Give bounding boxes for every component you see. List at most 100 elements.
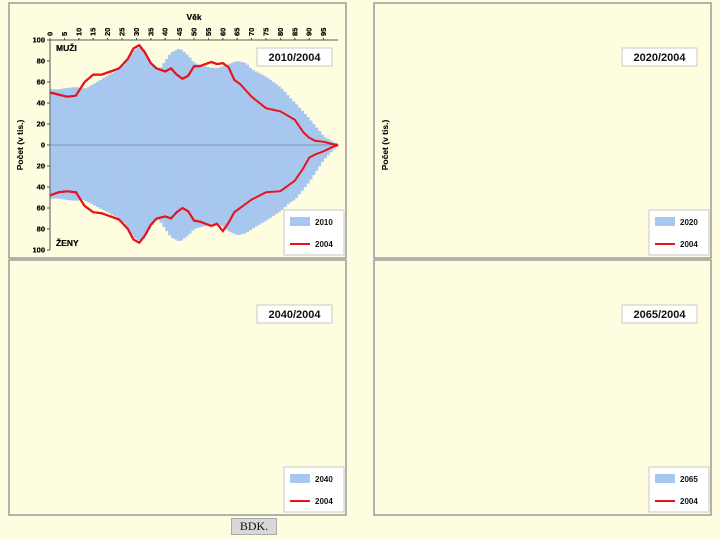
age-bar	[194, 85, 198, 203]
legend: 2040 2004	[283, 466, 345, 513]
y-tick-label: 20	[37, 120, 45, 129]
x-tick-label: 0	[46, 32, 55, 36]
y-tick-label: 100	[32, 36, 45, 45]
x-tick-label: 30	[132, 28, 141, 36]
x-tick-label: 20	[103, 28, 112, 36]
y-tick-label: 60	[37, 78, 45, 87]
legend-swatch-2020	[655, 217, 675, 226]
age-bar	[320, 134, 324, 162]
x-tick-label: 50	[190, 28, 199, 36]
y-axis-title: Počet (v tis.)	[15, 120, 25, 171]
age-bar	[113, 90, 117, 197]
x-tick-label: 0	[46, 32, 55, 36]
age-bar	[214, 84, 218, 205]
y-tick-label: 100	[32, 246, 45, 255]
x-tick-label: 55	[204, 28, 213, 36]
women-label: ŽENY	[56, 237, 79, 248]
age-bar	[191, 85, 195, 203]
x-tick-label: 40	[161, 28, 170, 36]
age-bar	[312, 124, 316, 176]
panel-title: 2040/2004	[256, 304, 333, 324]
x-axis-title: Věk	[186, 12, 201, 22]
x-tick-label: 75	[262, 28, 271, 36]
line-2004-women	[49, 144, 339, 244]
y-tick-label: 40	[37, 183, 45, 192]
women-label: ŽENY	[56, 237, 79, 248]
y-tick-label: 100	[32, 246, 45, 255]
women-label: ŽENY	[56, 237, 79, 248]
legend-box	[283, 466, 345, 513]
age-bar	[142, 88, 146, 200]
x-tick-label: 65	[233, 28, 242, 36]
y-tick-label: 60	[37, 78, 45, 87]
age-bar	[266, 86, 270, 210]
age-bar	[323, 137, 327, 159]
age-bar	[211, 84, 215, 205]
age-bar	[176, 86, 180, 202]
age-bar	[185, 85, 189, 203]
age-bar	[219, 84, 224, 205]
x-tick-label: 70	[247, 28, 256, 36]
age-bar	[67, 98, 71, 190]
y-tick-label: 20	[37, 120, 45, 129]
age-bar	[242, 84, 247, 207]
age-bar	[271, 89, 276, 210]
footer-label: BDK.	[231, 518, 277, 535]
x-tick-label: 20	[103, 28, 112, 36]
age-bar	[50, 99, 54, 189]
legend-box	[648, 209, 710, 256]
x-tick-label: 25	[118, 28, 127, 36]
y-tick-label: 0	[41, 141, 45, 150]
x-tick-label: 70	[247, 28, 256, 36]
y-tick-label: 0	[41, 141, 45, 150]
men-label: MUŽI	[56, 42, 77, 53]
age-bar	[96, 92, 100, 195]
x-tick-label: 10	[74, 28, 83, 36]
x-tick-label: 5	[60, 32, 69, 36]
age-bar	[168, 86, 172, 201]
age-bar	[104, 91, 108, 197]
x-tick-label: 5	[60, 32, 69, 36]
x-tick-label: 65	[233, 28, 242, 36]
x-tick-label: 10	[74, 28, 83, 36]
panel-title-box	[256, 304, 333, 324]
x-tick-label: 15	[89, 28, 98, 36]
age-bar	[70, 97, 74, 191]
age-bar	[165, 87, 169, 201]
y-tick-label: 80	[37, 225, 45, 234]
age-bar	[93, 93, 97, 195]
x-tick-label: 85	[290, 28, 299, 36]
y-tick-label: 80	[37, 225, 45, 234]
legend-swatch-2010	[290, 217, 310, 226]
y-tick-label: 20	[37, 162, 45, 171]
y-tick-label: 60	[37, 204, 45, 213]
age-bar	[254, 84, 258, 209]
x-tick-label: 90	[305, 28, 314, 36]
age-bar	[64, 98, 68, 190]
x-tick-label: 35	[146, 28, 155, 36]
age-bar	[73, 97, 77, 191]
age-bar	[202, 84, 206, 204]
age-bar	[188, 85, 192, 203]
women-label: ŽENY	[56, 237, 79, 248]
y-tick-label: 80	[37, 57, 45, 66]
age-bar	[55, 99, 60, 189]
x-tick-label: 80	[276, 28, 285, 36]
y-tick-label: 60	[37, 78, 45, 87]
legend-label-2004: 2004	[680, 497, 698, 506]
panel-title: 2065/2004	[621, 304, 698, 324]
age-bar	[291, 101, 296, 201]
x-tick-label: 55	[204, 28, 213, 36]
x-tick-label: 20	[103, 28, 112, 36]
age-bar	[208, 84, 212, 204]
age-bar	[309, 120, 313, 180]
legend-swatch-2040	[290, 474, 310, 483]
x-tick-label: 50	[190, 28, 199, 36]
men-label: MUŽI	[56, 42, 77, 53]
x-tick-label: 85	[290, 28, 299, 36]
x-tick-label: 30	[132, 28, 141, 36]
x-tick-label: 5	[60, 32, 69, 36]
